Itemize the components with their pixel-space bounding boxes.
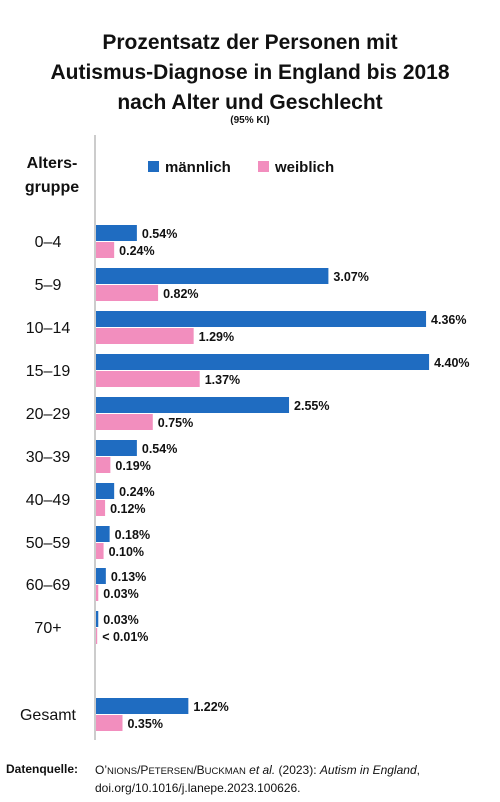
source-author-prefix: O’ (95, 763, 107, 777)
category-tick-label: 60–69 (26, 577, 71, 594)
bar-female (96, 328, 194, 344)
category-tick-label: 50–59 (26, 535, 71, 552)
source-doi: doi.org/10.1016/j.lanepe.2023.100626. (95, 781, 301, 795)
category-tick-label: 40–49 (26, 492, 71, 509)
source-work: Autism in England (319, 763, 417, 777)
bar-female (96, 414, 153, 430)
bar-male (96, 268, 329, 284)
category-tick-label: 30–39 (26, 449, 71, 466)
bar-female (96, 585, 99, 601)
data-label-male: 0.24% (119, 485, 154, 499)
data-label-female: 0.10% (109, 545, 144, 559)
bar-female (96, 500, 106, 516)
bar-female (96, 457, 111, 473)
source-citation: O’NIONS/PETERSEN/BUCKMAN et al. (2023): … (95, 762, 495, 797)
legend-swatch-1 (148, 161, 159, 172)
data-label-female: 1.37% (205, 373, 240, 387)
data-label-female: 0.35% (127, 717, 162, 731)
data-label-female: 0.82% (163, 287, 198, 301)
category-axis-label-line: Alters- (27, 155, 78, 172)
bar-female (96, 628, 98, 644)
source-author-2: ETERSEN (148, 766, 194, 777)
chart-title: Prozentsatz der Personen mit Autismus-Di… (0, 28, 500, 118)
bar-male (96, 397, 290, 413)
data-label-male: 3.07% (333, 270, 368, 284)
bar-male (96, 568, 106, 584)
bar-female (96, 371, 200, 387)
source-author-sep-1: /P (137, 763, 149, 777)
bar-female (96, 242, 115, 258)
category-tick-label: 70+ (34, 620, 61, 637)
source-year: (2023): (275, 763, 320, 777)
data-label-male: 0.13% (111, 570, 146, 584)
data-label-male: 2.55% (294, 399, 329, 413)
data-label-male: 1.22% (193, 700, 228, 714)
data-label-male: 0.54% (142, 442, 177, 456)
bar-female (96, 543, 104, 559)
category-tick-label: Gesamt (20, 707, 77, 724)
legend-swatch-2 (258, 161, 269, 172)
bar-male (96, 354, 430, 370)
category-axis-label-line: gruppe (25, 179, 79, 196)
chart-title-line-2: Autismus-Diagnose in England bis 2018 (50, 61, 450, 84)
data-label-female: 1.29% (199, 330, 234, 344)
bar-male (96, 440, 137, 456)
data-label-female: 0.24% (119, 244, 154, 258)
source-comma: , (416, 763, 420, 777)
bar-female (96, 715, 123, 731)
bar-male (96, 225, 137, 241)
chart-title-line-3: nach Alter und Geschlecht (117, 91, 383, 114)
bar-male (96, 698, 189, 714)
category-tick-label: 10–14 (26, 320, 71, 337)
category-tick-label: 20–29 (26, 406, 71, 423)
category-tick-label: 5–9 (35, 277, 62, 294)
data-label-male: 0.18% (115, 528, 150, 542)
data-label-male: 0.54% (142, 227, 177, 241)
data-label-male: 4.36% (431, 313, 466, 327)
source-author-sep-2: /B (193, 763, 205, 777)
category-tick-label: 15–19 (26, 363, 71, 380)
category-tick-label: 0–4 (35, 234, 62, 251)
data-label-female: 0.75% (158, 416, 193, 430)
bar-chart: Alters-gruppe männlich weiblich 0–4 0.54% 0.2… (20, 135, 470, 740)
data-label-male: 4.40% (434, 356, 469, 370)
legend-label-1: männlich (165, 159, 231, 176)
source-author-3: UCKMAN (204, 766, 246, 777)
bar-male (96, 526, 110, 542)
source-label: Datenquelle: (6, 762, 79, 776)
legend-label-2: weiblich (274, 159, 334, 176)
chart-subtitle: (95% KI) (230, 115, 270, 126)
data-label-female: 0.03% (103, 587, 138, 601)
bar-male (96, 611, 99, 627)
source-etal: et al. (245, 763, 276, 777)
bar-female (96, 285, 159, 301)
source-author-1: NIONS (107, 766, 138, 777)
bar-male (96, 483, 115, 499)
data-label-female: 0.12% (110, 502, 145, 516)
chart-title-line-1: Prozentsatz der Personen mit (102, 31, 398, 54)
data-label-male: 0.03% (103, 613, 138, 627)
bar-male (96, 311, 427, 327)
data-label-female: < 0.01% (102, 630, 148, 644)
data-label-female: 0.19% (115, 459, 150, 473)
